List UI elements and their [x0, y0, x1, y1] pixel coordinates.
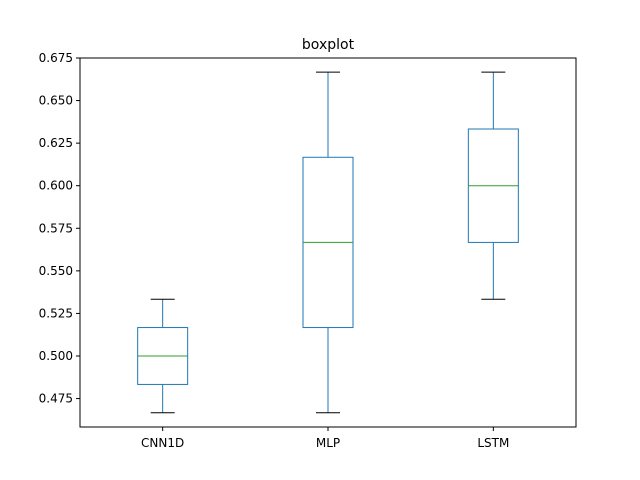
y-tick-label: 0.550: [39, 264, 73, 278]
y-tick-label: 0.625: [39, 136, 73, 150]
x-tick-label-mlp: MLP: [316, 436, 340, 450]
box-mlp: [302, 71, 354, 414]
box-cnn1d: [137, 298, 189, 414]
y-axis: 0.475 0.500 0.525 0.550 0.575 0.600 0.625 0.650…: [39, 51, 80, 406]
x-tick-label-lstm: LSTM: [477, 436, 509, 450]
y-tick-label: 0.475: [39, 392, 73, 406]
y-tick-label: 0.500: [39, 349, 73, 363]
y-tick-label: 0.525: [39, 306, 73, 320]
box-lstm: [467, 71, 519, 300]
plot-marks: [137, 71, 519, 414]
chart-title: boxplot: [302, 37, 355, 53]
y-tick-label: 0.650: [39, 94, 73, 108]
y-tick-label: 0.675: [39, 51, 73, 65]
x-tick-label-cnn1d: CNN1D: [141, 436, 184, 450]
y-tick-label: 0.575: [39, 221, 73, 235]
y-tick-label: 0.600: [39, 179, 73, 193]
x-axis: CNN1D MLP LSTM: [141, 427, 509, 450]
